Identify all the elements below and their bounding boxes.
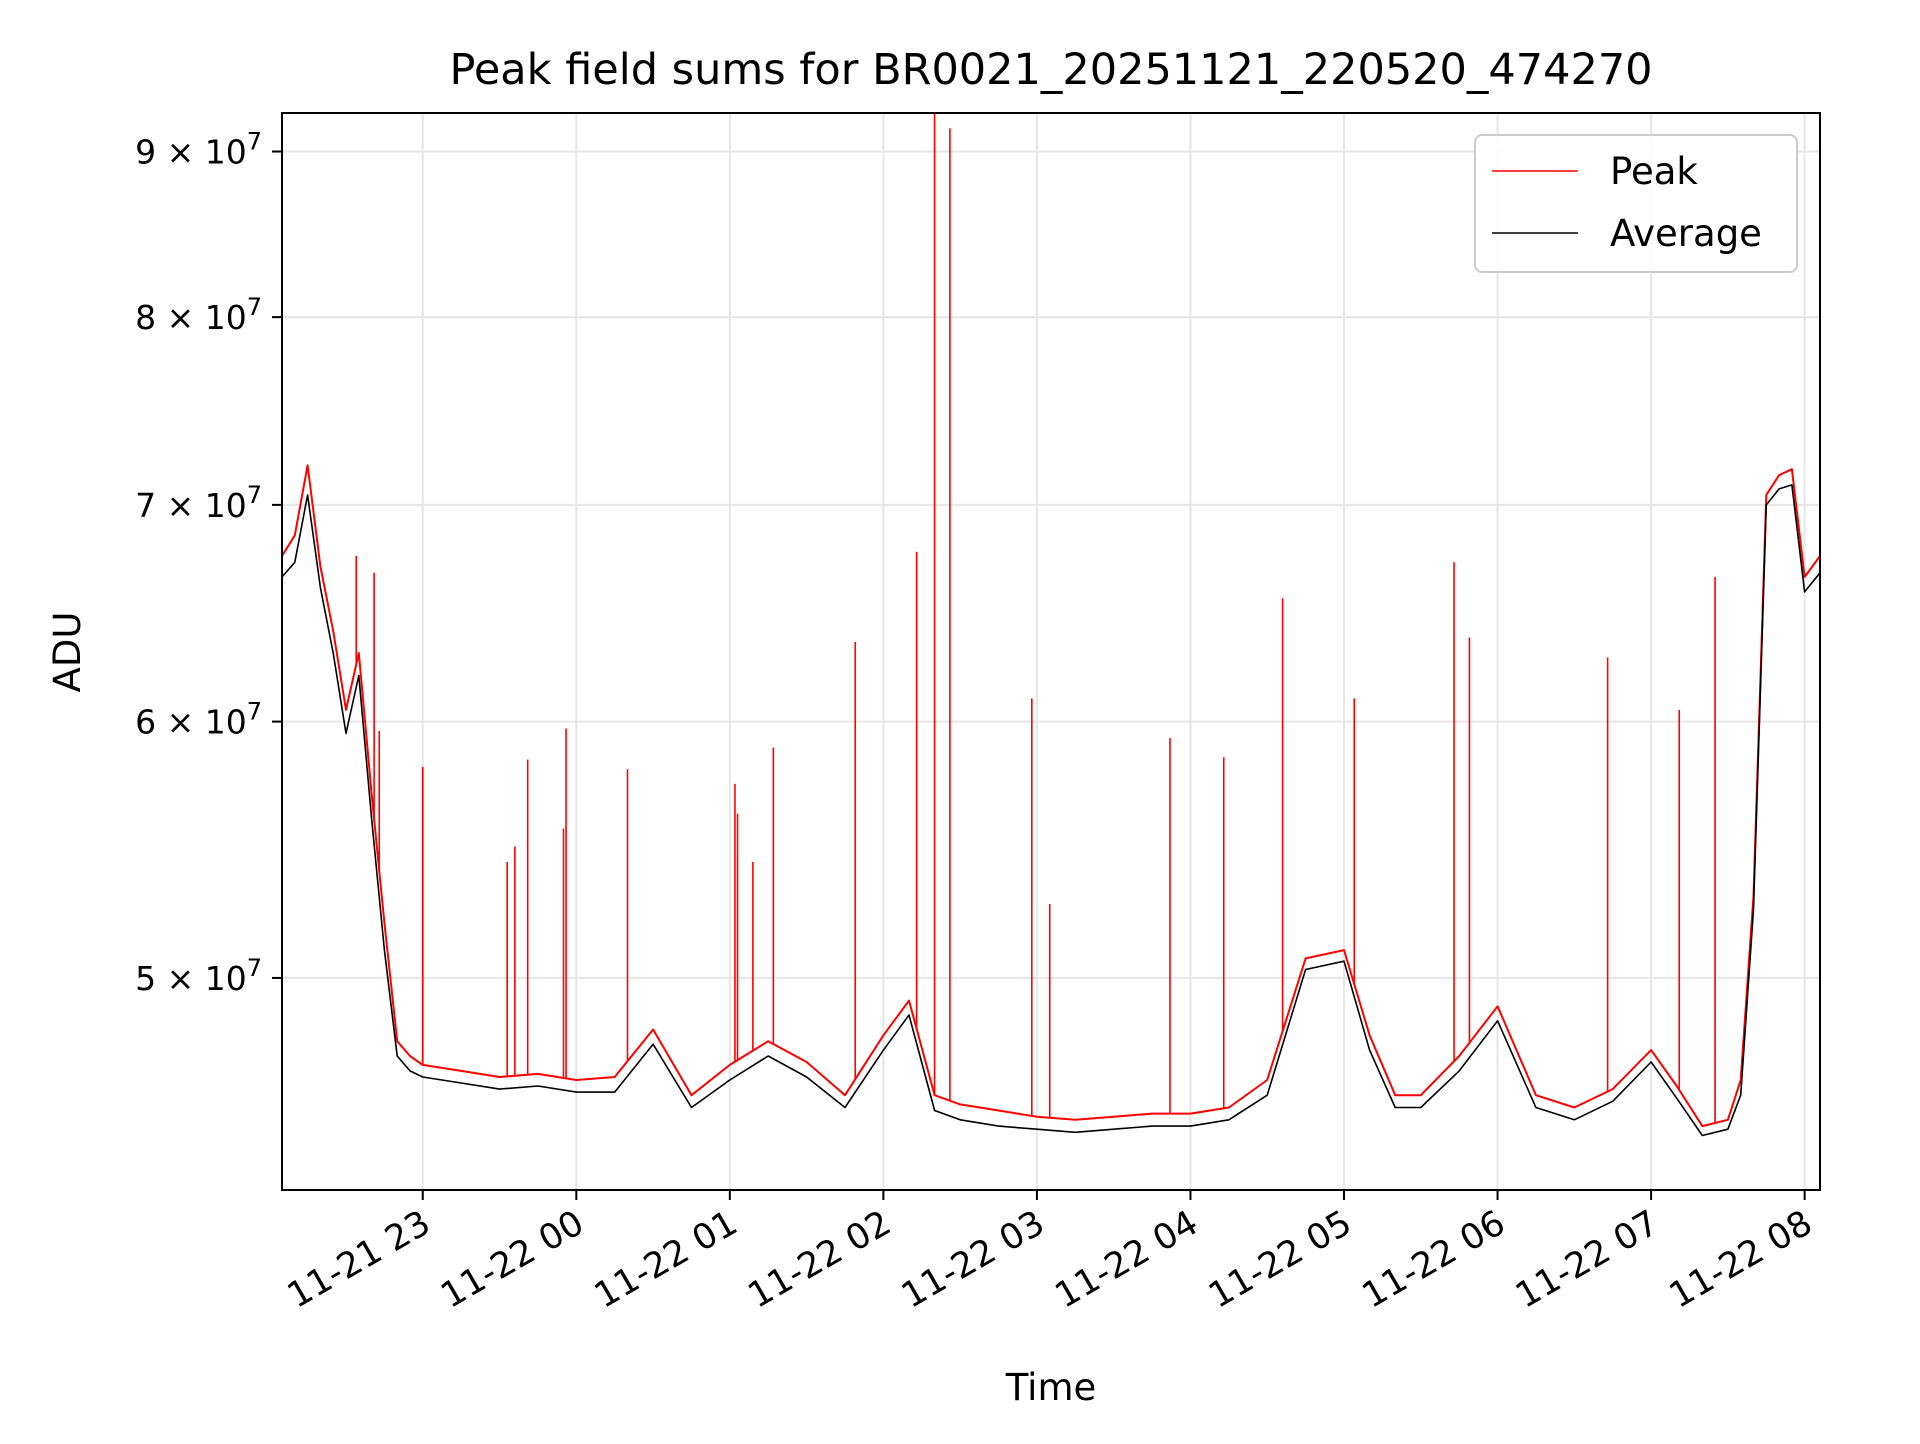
series-line-peak [282, 464, 1820, 1128]
y-tick-exponent: 7 [247, 698, 262, 726]
axes-frame [281, 112, 1821, 1191]
plot-data [282, 113, 1820, 1137]
y-tick-exponent: 7 [247, 293, 262, 321]
y-tick-label: 6 × 107 [135, 698, 262, 742]
legend: Peak Average [1474, 134, 1798, 273]
series-line-average [282, 484, 1820, 1137]
legend-label-peak: Peak [1610, 150, 1698, 193]
legend-box [1474, 134, 1798, 273]
legend-label-average: Average [1610, 212, 1762, 255]
gridlines [282, 113, 1820, 1190]
y-tick-label: 5 × 107 [135, 954, 262, 998]
y-tick-label: 8 × 107 [135, 293, 262, 337]
y-tick-label: 9 × 107 [135, 128, 262, 172]
plot-area [282, 113, 1820, 1137]
y-tick-label: 7 × 107 [135, 481, 262, 525]
y-tick-exponent: 7 [247, 128, 262, 156]
chart-title: Peak field sums for BR0021_20251121_2205… [449, 45, 1652, 95]
y-axis-label: ADU [46, 612, 89, 693]
y-tick-exponent: 7 [247, 481, 262, 509]
x-axis-label: Time [1005, 1366, 1097, 1409]
y-tick-exponent: 7 [247, 954, 262, 982]
